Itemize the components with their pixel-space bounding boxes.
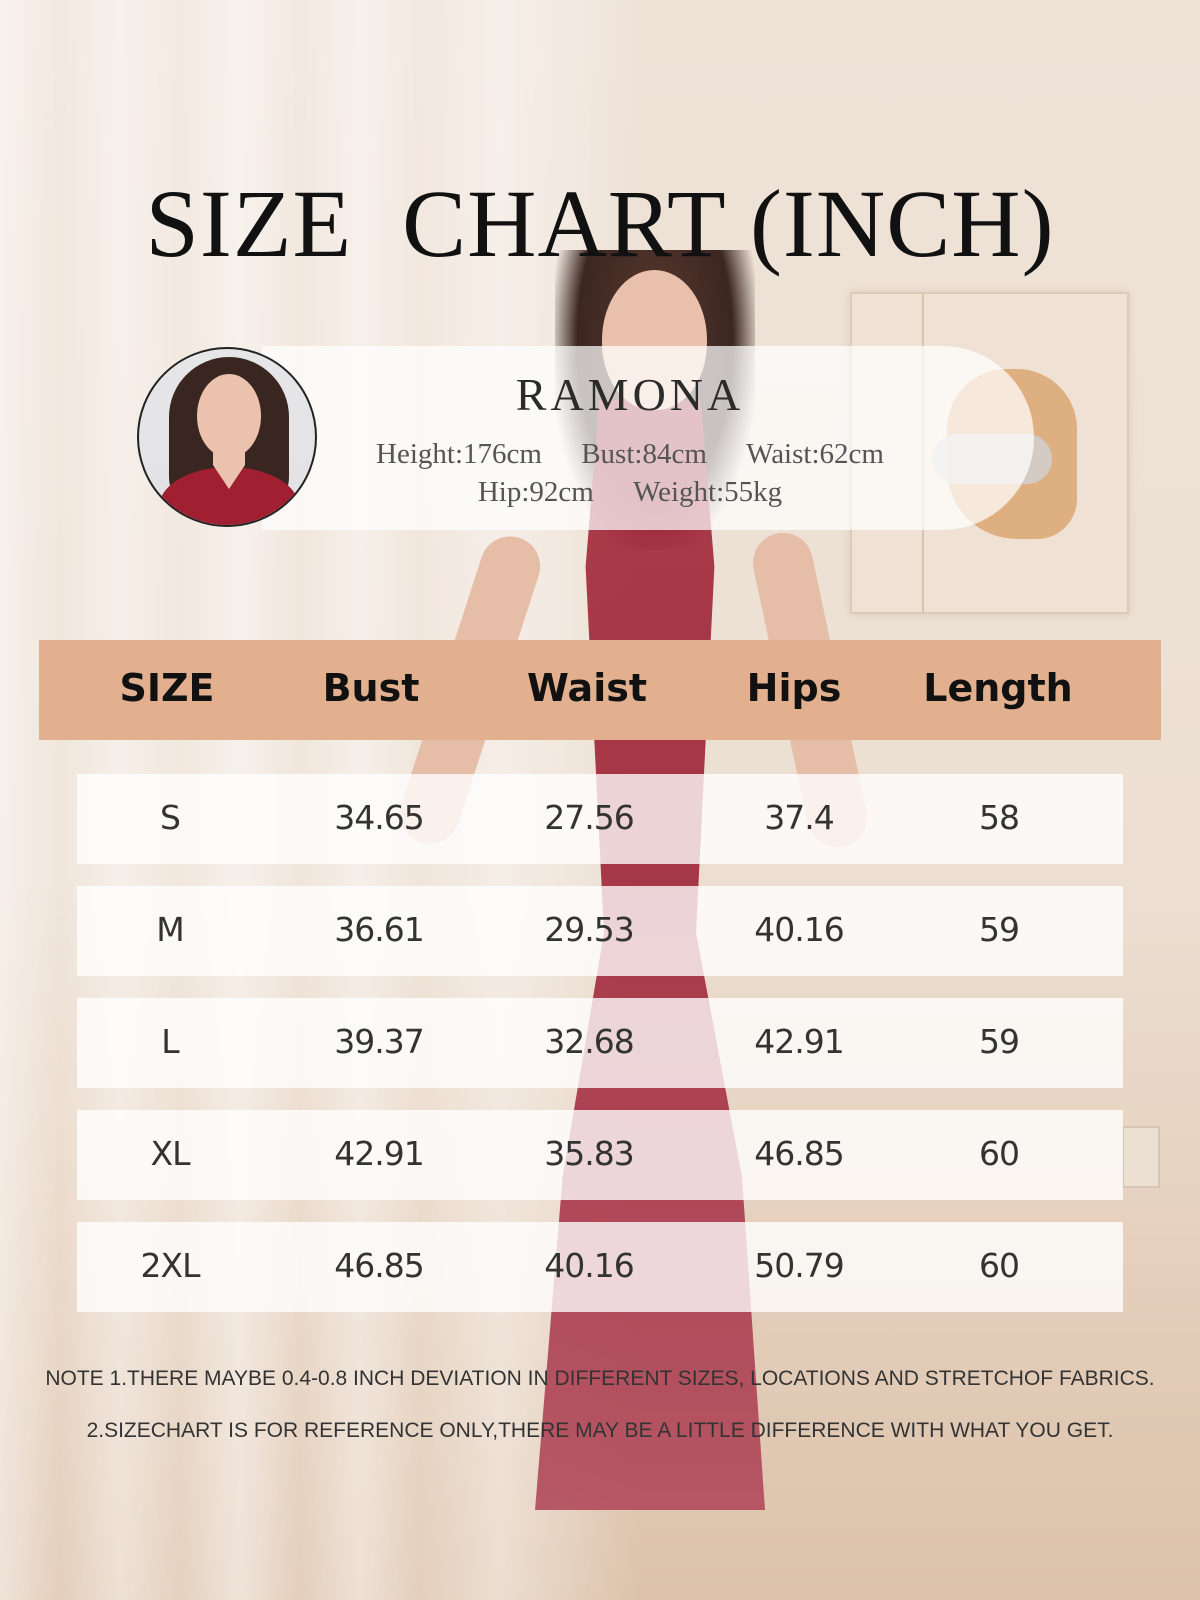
model-weight: Weight:55kg <box>633 476 783 508</box>
cell-length: 60 <box>979 1246 1020 1285</box>
note-reference: 2.SIZECHART IS FOR REFERENCE ONLY,THERE … <box>86 1419 1114 1442</box>
cell-bust: 46.85 <box>334 1246 424 1285</box>
cell-hips: 42.91 <box>754 1022 844 1061</box>
model-hip: Hip:92cm <box>477 476 594 508</box>
header-hips: Hips <box>746 666 842 710</box>
cell-size: 2XL <box>140 1246 201 1285</box>
header-length: Length <box>923 666 1073 710</box>
cell-bust: 36.61 <box>334 910 424 949</box>
wall-switch <box>1122 1126 1160 1188</box>
cell-hips: 50.79 <box>754 1246 844 1285</box>
cell-hips: 40.16 <box>754 910 844 949</box>
avatar-face <box>197 374 261 458</box>
cell-hips: 37.4 <box>764 798 834 837</box>
cell-bust: 34.65 <box>334 798 424 837</box>
cell-size: XL <box>150 1134 191 1173</box>
cell-size: S <box>160 798 181 837</box>
cell-waist: 32.68 <box>544 1022 634 1061</box>
cell-length: 58 <box>979 798 1020 837</box>
cell-length: 59 <box>979 910 1020 949</box>
model-stats-line-2: Hip:92cm Weight:55kg <box>340 476 920 509</box>
model-avatar <box>137 347 317 527</box>
model-waist: Waist:62cm <box>746 438 884 470</box>
page-title: SIZE CHART (INCH) <box>145 170 1055 277</box>
model-info-panel <box>262 346 1034 530</box>
table-row: S 34.65 27.56 37.4 58 <box>77 774 1123 864</box>
header-waist: Waist <box>526 666 647 710</box>
header-bust: Bust <box>322 666 420 710</box>
model-stats-line-1: Height:176cm Bust:84cm Waist:62cm <box>340 438 920 471</box>
table-row: XL 42.91 35.83 46.85 60 <box>77 1110 1123 1200</box>
model-height: Height:176cm <box>376 438 542 470</box>
table-row: 2XL 46.85 40.16 50.79 60 <box>77 1222 1123 1312</box>
cell-waist: 27.56 <box>544 798 634 837</box>
cell-hips: 46.85 <box>754 1134 844 1173</box>
table-row: M 36.61 29.53 40.16 59 <box>77 886 1123 976</box>
cell-waist: 40.16 <box>544 1246 634 1285</box>
table-row: L 39.37 32.68 42.91 59 <box>77 998 1123 1088</box>
model-name: RAMONA <box>515 369 745 420</box>
cell-size: L <box>161 1022 179 1061</box>
cell-waist: 29.53 <box>544 910 634 949</box>
cell-size: M <box>156 910 184 949</box>
cell-length: 59 <box>979 1022 1020 1061</box>
cell-bust: 42.91 <box>334 1134 424 1173</box>
note-deviation: NOTE 1.THERE MAYBE 0.4-0.8 INCH DEVIATIO… <box>45 1367 1155 1390</box>
header-size: SIZE <box>119 666 215 710</box>
cell-bust: 39.37 <box>334 1022 424 1061</box>
cell-length: 60 <box>979 1134 1020 1173</box>
cell-waist: 35.83 <box>544 1134 634 1173</box>
model-bust: Bust:84cm <box>581 438 707 470</box>
size-table-header: SIZE Bust Waist Hips Length <box>39 640 1161 740</box>
